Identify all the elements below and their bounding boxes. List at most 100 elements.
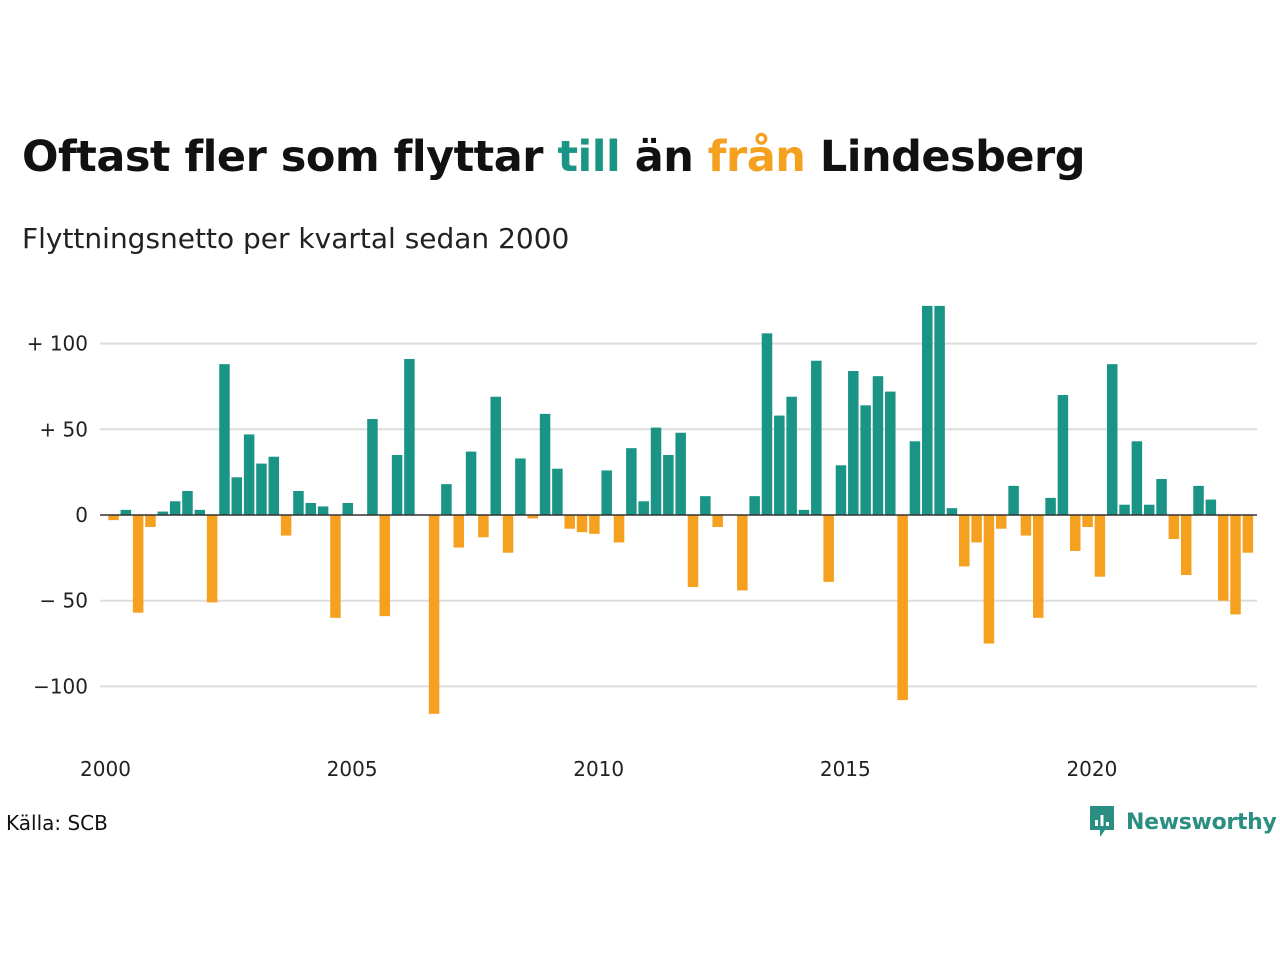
bar-2004K1 bbox=[305, 503, 317, 515]
bar-2011K3 bbox=[675, 432, 686, 515]
bar-2019K1 bbox=[1045, 497, 1056, 515]
bar-2014K1 bbox=[798, 509, 810, 515]
bar-2005K4 bbox=[391, 455, 403, 515]
bar-2020K4 bbox=[1131, 441, 1143, 515]
bar-2018K2 bbox=[1008, 485, 1019, 515]
y-tick-label: − 50 bbox=[39, 589, 88, 613]
bar-2002K2 bbox=[219, 364, 230, 515]
bar-2011K4 bbox=[687, 515, 699, 587]
bar-2001K3 bbox=[182, 491, 193, 515]
x-tick-label: 2005 bbox=[327, 757, 378, 781]
bar-2006K3 bbox=[428, 515, 440, 714]
bar-2018K3 bbox=[1020, 515, 1032, 536]
bar-2023K1 bbox=[1242, 515, 1254, 553]
title-highlight-out: från bbox=[707, 132, 806, 182]
bar-2022K4 bbox=[1230, 515, 1241, 615]
chart-title: Oftast fler som flyttar till än från Lin… bbox=[22, 132, 1086, 182]
bar-2010K3 bbox=[626, 448, 637, 515]
bar-2016K2 bbox=[909, 441, 921, 515]
bar-2018K1 bbox=[996, 515, 1007, 529]
bar-2001K4 bbox=[194, 509, 206, 515]
grid-lines bbox=[100, 342, 1257, 688]
bar-2015K2 bbox=[860, 405, 871, 515]
bar-2008K2 bbox=[515, 458, 526, 515]
bar-2008K1 bbox=[502, 515, 514, 553]
bar-2020K1 bbox=[1094, 515, 1106, 577]
bar-2019K3 bbox=[1069, 515, 1081, 551]
bar-2016K3 bbox=[922, 305, 933, 515]
bar-2004K4 bbox=[342, 503, 354, 515]
bar-2017K4 bbox=[983, 515, 995, 644]
bar-chart: + 100 + 50 0 − 50 −100 2000 2005 2010 2015 2020 bbox=[27, 305, 1257, 781]
bar-2000K3 bbox=[132, 515, 144, 613]
bar-2001K2 bbox=[169, 501, 181, 515]
bar-2010K2 bbox=[613, 515, 625, 543]
bar-2013K4 bbox=[786, 396, 797, 515]
bar-2017K2 bbox=[959, 515, 970, 567]
title-part-3: Lindesberg bbox=[805, 132, 1086, 182]
bar-2009K3 bbox=[576, 515, 588, 533]
bar-2014K4 bbox=[835, 465, 847, 515]
bar-2012K2 bbox=[712, 515, 723, 527]
bar-2022K3 bbox=[1217, 515, 1229, 601]
bar-2007K2 bbox=[465, 451, 477, 515]
bar-2021K2 bbox=[1156, 479, 1167, 515]
bar-2014K3 bbox=[823, 515, 834, 582]
title-part-1: Oftast fler som flyttar bbox=[22, 132, 558, 182]
brand: Newsworthy bbox=[1088, 804, 1277, 840]
brand-name: Newsworthy bbox=[1126, 809, 1277, 835]
bar-2008K3 bbox=[527, 515, 538, 519]
bar-2003K4 bbox=[293, 491, 304, 515]
bar-2009K1 bbox=[552, 468, 563, 515]
bar-2020K2 bbox=[1106, 364, 1118, 515]
bar-2005K3 bbox=[379, 515, 391, 617]
bar-2003K2 bbox=[268, 456, 280, 515]
x-axis-labels: 2000 2005 2010 2015 2020 bbox=[80, 757, 1117, 781]
y-axis-labels: + 100 + 50 0 − 50 −100 bbox=[27, 332, 88, 699]
bar-2013K2 bbox=[761, 333, 773, 515]
x-tick-label: 2020 bbox=[1066, 757, 1117, 781]
bar-2019K2 bbox=[1057, 395, 1069, 515]
title-part-2: än bbox=[620, 132, 708, 182]
bar-2016K4 bbox=[934, 305, 945, 515]
bar-2010K4 bbox=[638, 501, 649, 515]
bar-2006K1 bbox=[404, 359, 415, 515]
x-tick-label: 2000 bbox=[80, 757, 131, 781]
bar-2000K2 bbox=[120, 509, 132, 515]
chart-subtitle: Flyttningsnetto per kvartal sedan 2000 bbox=[22, 222, 570, 255]
bar-2002K4 bbox=[243, 434, 255, 515]
bar-2017K1 bbox=[946, 508, 958, 515]
bar-2005K2 bbox=[367, 419, 378, 515]
bar-2015K4 bbox=[885, 391, 896, 515]
bar-2007K3 bbox=[478, 515, 489, 538]
bar-2022K2 bbox=[1205, 499, 1217, 515]
x-tick-label: 2010 bbox=[573, 757, 624, 781]
bar-2009K4 bbox=[589, 515, 600, 534]
bar-2004K3 bbox=[330, 515, 341, 618]
bars bbox=[108, 305, 1254, 714]
bar-2018K4 bbox=[1033, 515, 1044, 618]
bar-2011K2 bbox=[663, 455, 674, 515]
bar-2014K2 bbox=[811, 360, 822, 515]
bar-2006K4 bbox=[441, 484, 452, 515]
bar-2012K1 bbox=[700, 496, 711, 515]
bar-2010K1 bbox=[601, 470, 612, 515]
bar-2003K3 bbox=[280, 515, 292, 536]
bar-2002K1 bbox=[206, 515, 218, 603]
bar-2019K4 bbox=[1082, 515, 1093, 527]
bar-2011K1 bbox=[650, 427, 662, 515]
bar-2000K4 bbox=[145, 515, 156, 527]
bar-2002K3 bbox=[231, 477, 243, 515]
bar-2007K1 bbox=[453, 515, 464, 548]
bar-2013K3 bbox=[774, 415, 785, 515]
bar-2012K4 bbox=[737, 515, 748, 591]
bar-2016K1 bbox=[897, 515, 908, 701]
bar-2000K1 bbox=[108, 515, 119, 521]
bar-2003K1 bbox=[256, 463, 267, 515]
bar-2021K1 bbox=[1143, 504, 1155, 515]
bar-2017K3 bbox=[971, 515, 982, 543]
y-tick-label: + 50 bbox=[39, 417, 88, 441]
x-tick-label: 2015 bbox=[820, 757, 871, 781]
bar-2001K1 bbox=[157, 511, 169, 515]
bar-2020K3 bbox=[1119, 504, 1130, 515]
